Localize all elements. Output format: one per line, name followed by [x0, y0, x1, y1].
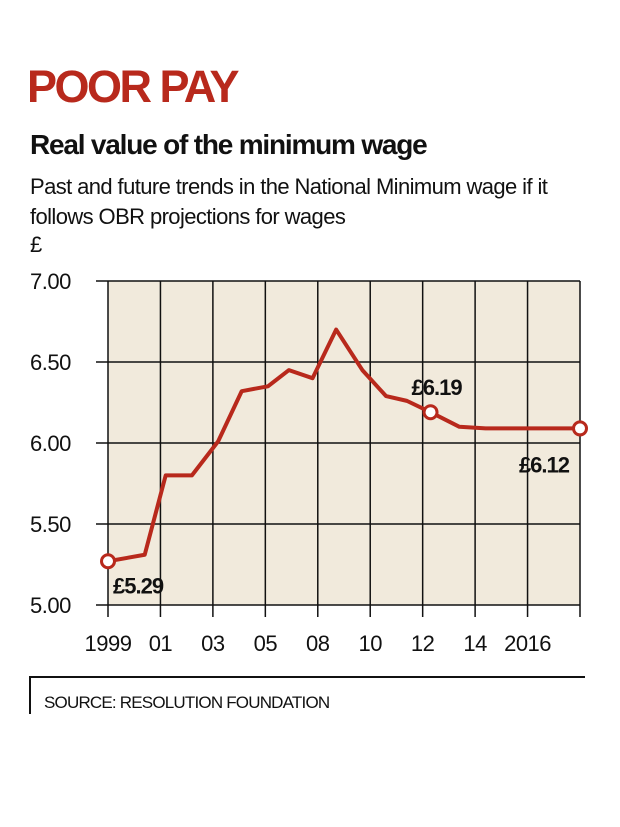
- y-axis: 7.00 6.50 6.00 5.50 5.00: [30, 269, 108, 618]
- data-label: £6.12: [519, 452, 570, 477]
- source-box: SOURCE: RESOLUTION FOUNDATION: [29, 676, 585, 714]
- x-tick-label: 2016: [504, 631, 551, 656]
- x-tick-label: 03: [201, 631, 225, 656]
- minimum-wage-line: [106, 327, 582, 564]
- x-tick-label: 10: [358, 631, 382, 656]
- kicker-headline: POOR PAY: [27, 61, 240, 112]
- chart-title: Real value of the minimum wage: [30, 129, 428, 160]
- y-tick-label: 7.00: [30, 269, 71, 294]
- y-tick-label: 6.50: [30, 350, 71, 375]
- x-tick-label: 01: [149, 631, 173, 656]
- y-tick-label: 5.50: [30, 512, 71, 537]
- grid: [107, 280, 581, 606]
- y-tick-label: 6.00: [30, 431, 71, 456]
- data-label: £6.19: [412, 375, 463, 400]
- chart-subtitle: Past and future trends in the National M…: [30, 174, 548, 229]
- x-tick-label: 08: [306, 631, 330, 656]
- x-axis: 1999 01 03 05 08 10 12 14 2016: [85, 605, 581, 656]
- data-point-marker: [422, 404, 439, 421]
- y-axis-unit: £: [30, 232, 43, 257]
- x-tick-label: 14: [463, 631, 487, 656]
- x-tick-label: 05: [254, 631, 278, 656]
- x-tick-label: 1999: [85, 631, 132, 656]
- data-point-marker: [572, 420, 588, 437]
- data-label: £5.29: [113, 573, 164, 598]
- annotations: £5.29 £6.19 £6.12: [113, 375, 571, 598]
- data-point-marker: [100, 553, 116, 570]
- y-tick-label: 5.00: [30, 593, 71, 618]
- source-note: SOURCE: RESOLUTION FOUNDATION: [44, 693, 330, 712]
- markers: [100, 404, 588, 570]
- x-tick-label: 12: [411, 631, 435, 656]
